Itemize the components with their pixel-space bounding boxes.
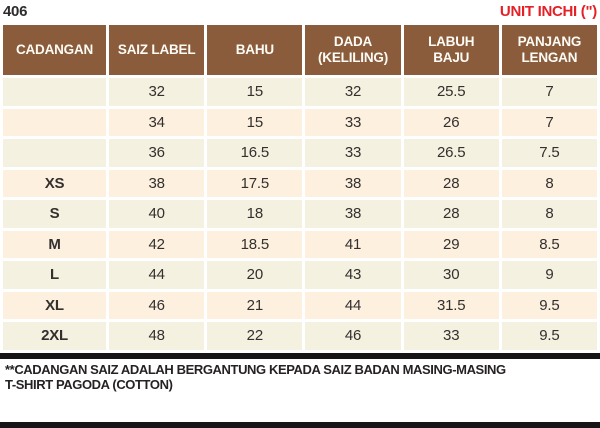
col-header-panjang-lengan: PANJANG LENGAN xyxy=(501,25,597,75)
header-row: CADANGAN SAIZ LABEL BAHU DADA (KELILING)… xyxy=(3,25,597,75)
table-row: XS 38 17.5 38 28 8 xyxy=(3,169,597,197)
cell-dada: 44 xyxy=(305,291,401,319)
table-row: S 40 18 38 28 8 xyxy=(3,200,597,228)
cell-panjang-lengan: 9 xyxy=(501,261,597,289)
cell-dada: 33 xyxy=(305,108,401,136)
cell-bahu: 22 xyxy=(207,322,303,350)
footer-note: **CADANGAN SAIZ ADALAH BERGANTUNG KEPADA… xyxy=(5,361,506,377)
cell-saiz-label: 32 xyxy=(109,78,205,106)
cell-dada: 46 xyxy=(305,322,401,350)
cell-saiz-label: 42 xyxy=(109,230,205,258)
cell-cadangan xyxy=(3,108,107,136)
cell-saiz-label: 34 xyxy=(109,108,205,136)
cell-bahu: 17.5 xyxy=(207,169,303,197)
cell-bahu: 16.5 xyxy=(207,139,303,167)
cell-panjang-lengan: 9.5 xyxy=(501,291,597,319)
cell-labuh-baju: 25.5 xyxy=(403,78,499,106)
table-row: M 42 18.5 41 29 8.5 xyxy=(3,230,597,258)
cell-dada: 43 xyxy=(305,261,401,289)
table-row: 34 15 33 26 7 xyxy=(3,108,597,136)
table-row: 2XL 48 22 46 33 9.5 xyxy=(3,322,597,350)
col-header-bahu: BAHU xyxy=(207,25,303,75)
cell-labuh-baju: 28 xyxy=(403,200,499,228)
cell-dada: 38 xyxy=(305,169,401,197)
cell-bahu: 18.5 xyxy=(207,230,303,258)
unit-label: UNIT INCHI (") xyxy=(499,2,597,20)
cell-cadangan: M xyxy=(3,230,107,258)
cell-cadangan xyxy=(3,78,107,106)
cell-saiz-label: 36 xyxy=(109,139,205,167)
cell-saiz-label: 38 xyxy=(109,169,205,197)
col-header-saiz-label: SAIZ LABEL xyxy=(109,25,205,75)
cell-labuh-baju: 28 xyxy=(403,169,499,197)
col-header-labuh-baju: LABUH BAJU xyxy=(403,25,499,75)
cell-saiz-label: 44 xyxy=(109,261,205,289)
cell-saiz-label: 48 xyxy=(109,322,205,350)
bottom-bar xyxy=(0,422,600,428)
cell-panjang-lengan: 9.5 xyxy=(501,322,597,350)
cell-cadangan: S xyxy=(3,200,107,228)
cell-labuh-baju: 26.5 xyxy=(403,139,499,167)
cell-dada: 38 xyxy=(305,200,401,228)
cell-labuh-baju: 30 xyxy=(403,261,499,289)
footer: **CADANGAN SAIZ ADALAH BERGANTUNG KEPADA… xyxy=(0,359,600,423)
cell-bahu: 20 xyxy=(207,261,303,289)
footer-product-name: T-SHIRT PAGODA (COTTON) xyxy=(5,376,173,392)
cell-panjang-lengan: 7 xyxy=(501,108,597,136)
cell-bahu: 15 xyxy=(207,108,303,136)
divider-bar xyxy=(0,352,600,359)
cell-saiz-label: 46 xyxy=(109,291,205,319)
table-row: L 44 20 43 30 9 xyxy=(3,261,597,289)
cell-saiz-label: 40 xyxy=(109,200,205,228)
cell-labuh-baju: 26 xyxy=(403,108,499,136)
cell-panjang-lengan: 8.5 xyxy=(501,230,597,258)
cell-cadangan: L xyxy=(3,261,107,289)
cell-labuh-baju: 31.5 xyxy=(403,291,499,319)
col-header-dada: DADA (KELILING) xyxy=(305,25,401,75)
cell-panjang-lengan: 7 xyxy=(501,78,597,106)
model-code: 406 xyxy=(3,2,28,20)
cell-dada: 32 xyxy=(305,78,401,106)
size-chart-table: CADANGAN SAIZ LABEL BAHU DADA (KELILING)… xyxy=(0,22,600,353)
cell-panjang-lengan: 7.5 xyxy=(501,139,597,167)
col-header-cadangan: CADANGAN xyxy=(3,25,107,75)
cell-cadangan: XS xyxy=(3,169,107,197)
cell-cadangan xyxy=(3,139,107,167)
cell-labuh-baju: 29 xyxy=(403,230,499,258)
cell-dada: 33 xyxy=(305,139,401,167)
top-bar: 406 UNIT INCHI (") xyxy=(0,0,600,22)
table-row: XL 46 21 44 31.5 9.5 xyxy=(3,291,597,319)
cell-labuh-baju: 33 xyxy=(403,322,499,350)
cell-cadangan: 2XL xyxy=(3,322,107,350)
cell-dada: 41 xyxy=(305,230,401,258)
cell-panjang-lengan: 8 xyxy=(501,200,597,228)
table-row: 36 16.5 33 26.5 7.5 xyxy=(3,139,597,167)
cell-panjang-lengan: 8 xyxy=(501,169,597,197)
table-row: 32 15 32 25.5 7 xyxy=(3,78,597,106)
cell-bahu: 15 xyxy=(207,78,303,106)
cell-bahu: 21 xyxy=(207,291,303,319)
cell-cadangan: XL xyxy=(3,291,107,319)
cell-bahu: 18 xyxy=(207,200,303,228)
